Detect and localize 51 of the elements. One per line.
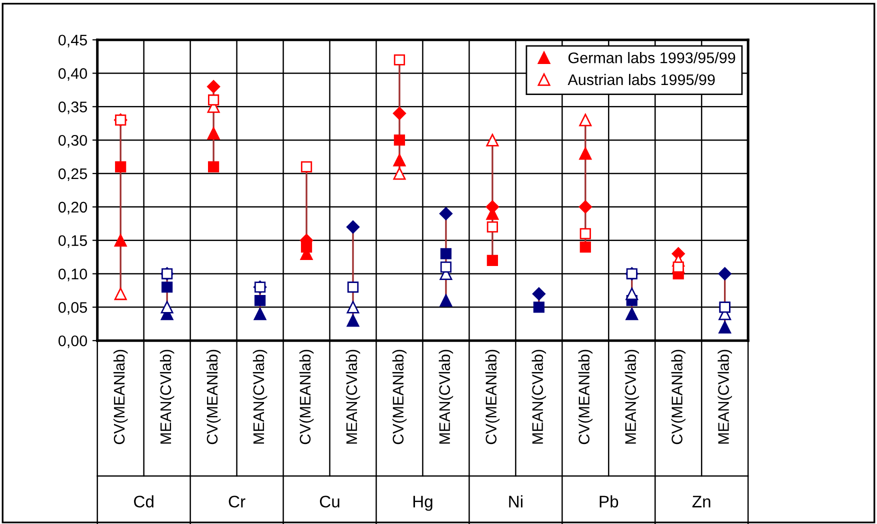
y-tick-label: 0,10 xyxy=(58,268,88,282)
x-tick-label: MEAN(CVlab) xyxy=(252,350,268,444)
point xyxy=(394,54,406,66)
x-tick-label: MEAN(CVlab) xyxy=(346,350,360,444)
x-tick-label: CV(MEANlab) xyxy=(392,350,407,444)
point xyxy=(486,221,498,233)
point xyxy=(114,288,127,300)
x-tick-label: MEAN(CVlab) xyxy=(438,350,454,444)
y-tick-label: 0,05 xyxy=(58,302,87,315)
point xyxy=(346,300,360,314)
legend-label: German labs 1993/95/99 xyxy=(568,52,736,64)
text: Zn xyxy=(692,496,710,508)
y-tick-label: 0,30 xyxy=(58,134,88,148)
point xyxy=(626,288,638,300)
legend-label: Austrian labs 1995/99 xyxy=(568,74,715,86)
point xyxy=(486,134,499,146)
point xyxy=(394,134,406,146)
text: Cu xyxy=(320,496,340,508)
x-tick-label: CV(MEANlab) xyxy=(485,350,500,444)
x-tick-label: CV(MEANlab) xyxy=(578,350,593,444)
x-tick-label: MEAN(CVlab) xyxy=(160,350,174,444)
text: Cd xyxy=(134,495,154,508)
x-tick-label: CV(MEANlab) xyxy=(113,350,128,444)
x-tick-label: MEAN(CVlab) xyxy=(532,350,546,444)
point xyxy=(208,94,220,106)
point xyxy=(208,161,220,172)
y-tick-label: 0,00 xyxy=(58,335,88,348)
point xyxy=(486,254,498,266)
x-tick-label: MEAN(CVlab) xyxy=(718,350,732,444)
text: Pb xyxy=(600,495,618,508)
x-tick-label: CV(MEANlab) xyxy=(206,350,221,444)
y-tick-label: 0,35 xyxy=(58,102,87,114)
y-tick-label: 0,25 xyxy=(58,168,87,181)
point xyxy=(160,300,174,314)
point xyxy=(580,241,591,253)
text: Hg xyxy=(413,496,432,511)
y-tick-label: 0,15 xyxy=(58,235,87,248)
x-tick-label: CV(MEANlab) xyxy=(671,350,686,444)
y-tick-label: 0,45 xyxy=(58,34,87,48)
x-tick-label: MEAN(CVlab) xyxy=(624,350,639,444)
point xyxy=(580,228,591,240)
text: Cr xyxy=(228,496,246,508)
x-tick-label: CV(MEANlab) xyxy=(299,350,314,444)
point xyxy=(300,161,312,172)
y-tick-label: 0,20 xyxy=(58,202,88,214)
y-tick-label: 0,40 xyxy=(58,68,88,81)
point xyxy=(393,167,406,180)
point xyxy=(579,114,592,126)
point xyxy=(115,161,126,172)
text: Ni xyxy=(509,495,522,508)
point xyxy=(440,262,452,273)
